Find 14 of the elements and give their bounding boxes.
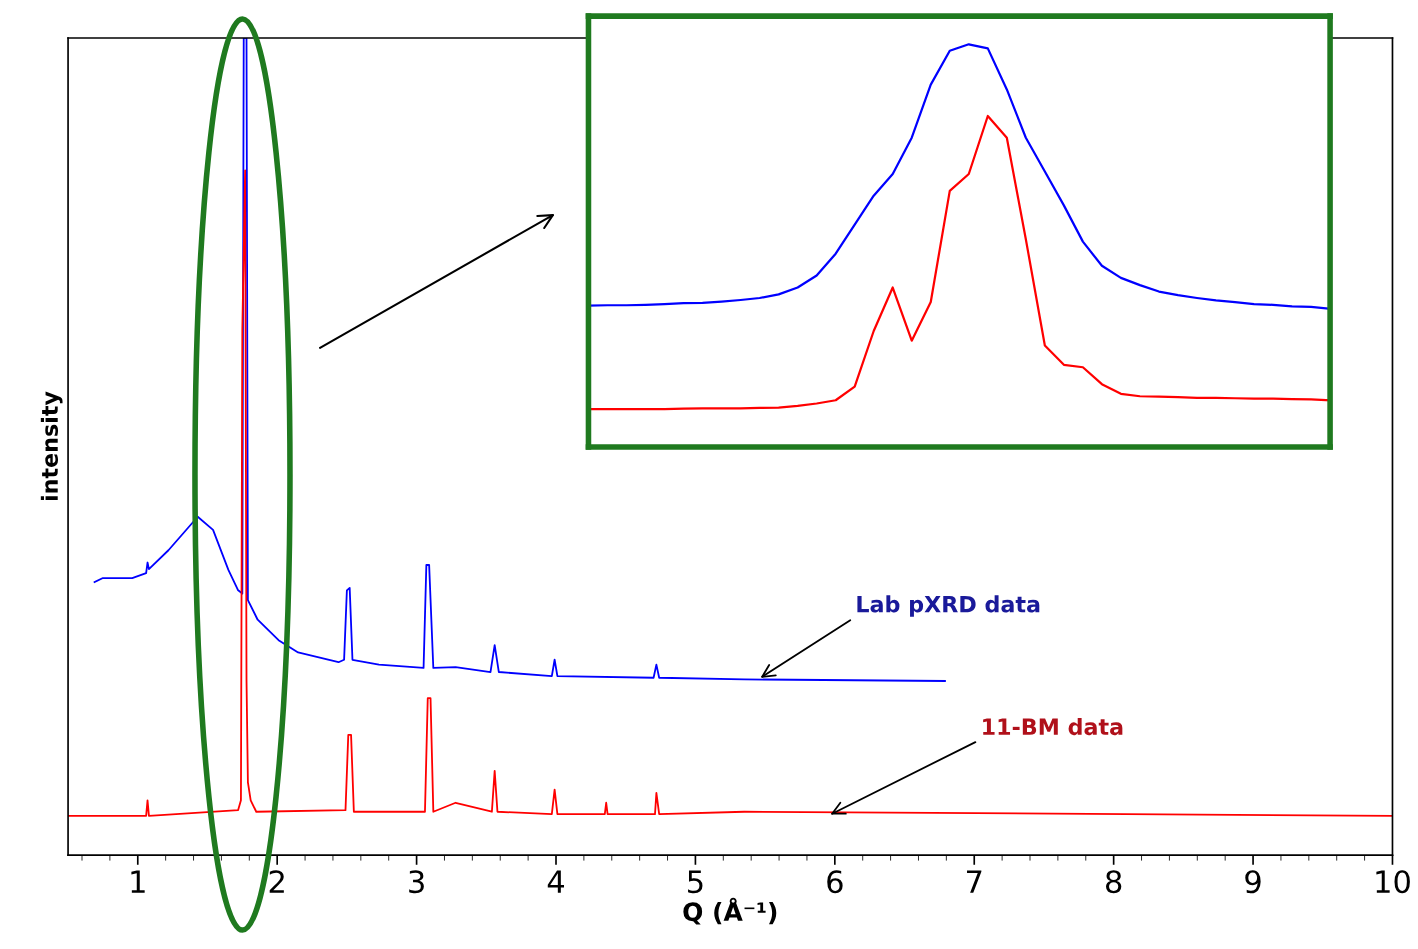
x-tick-label: 9 xyxy=(1245,870,1261,894)
x-tick-label: 7 xyxy=(967,870,982,893)
x-tick-label: 1 xyxy=(131,870,145,893)
x-axis-title: Q (Å⁻¹) xyxy=(683,897,777,925)
x-tick-label: 8 xyxy=(1106,870,1122,894)
x-tick-label: 4 xyxy=(547,870,565,893)
x-tick-label: 3 xyxy=(409,870,424,894)
x-tick-label: 10 xyxy=(1376,870,1410,894)
x-tick-label: 6 xyxy=(827,870,843,894)
x-tick-label: 2 xyxy=(269,870,284,893)
annotation: Lab pXRD data xyxy=(857,595,1040,617)
y-axis-title: intensity xyxy=(40,391,63,501)
annotation: 11-BM data xyxy=(983,717,1123,736)
x-tick-label: 5 xyxy=(688,870,703,894)
